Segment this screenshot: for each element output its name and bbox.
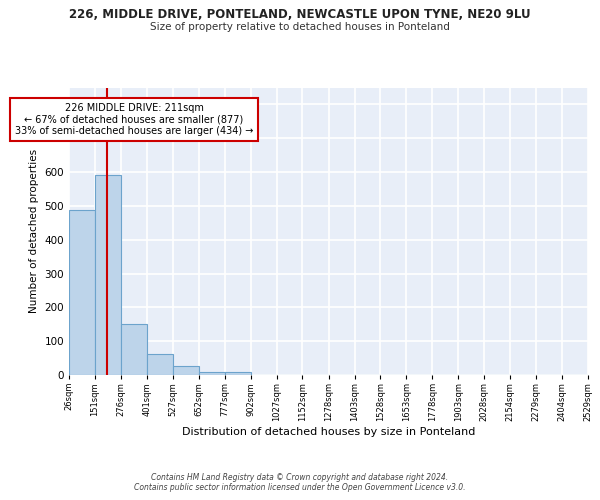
Bar xyxy=(69,210,95,375)
Bar xyxy=(225,372,251,375)
Text: Size of property relative to detached houses in Ponteland: Size of property relative to detached ho… xyxy=(150,22,450,32)
Bar xyxy=(121,324,147,375)
Text: Contains HM Land Registry data © Crown copyright and database right 2024.
Contai: Contains HM Land Registry data © Crown c… xyxy=(134,473,466,492)
Bar xyxy=(95,175,121,375)
Bar xyxy=(173,366,199,375)
Y-axis label: Number of detached properties: Number of detached properties xyxy=(29,149,39,314)
Bar xyxy=(199,372,225,375)
Text: 226, MIDDLE DRIVE, PONTELAND, NEWCASTLE UPON TYNE, NE20 9LU: 226, MIDDLE DRIVE, PONTELAND, NEWCASTLE … xyxy=(69,8,531,20)
Text: 226 MIDDLE DRIVE: 211sqm
← 67% of detached houses are smaller (877)
33% of semi-: 226 MIDDLE DRIVE: 211sqm ← 67% of detach… xyxy=(15,103,253,136)
Bar xyxy=(147,354,173,375)
X-axis label: Distribution of detached houses by size in Ponteland: Distribution of detached houses by size … xyxy=(182,427,475,437)
